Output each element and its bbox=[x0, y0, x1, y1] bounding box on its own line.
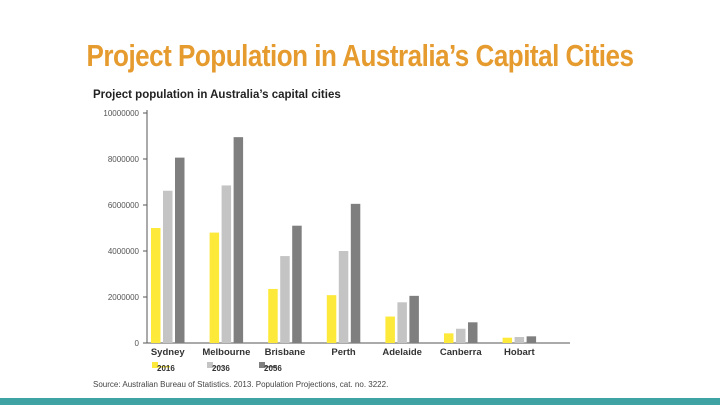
chart-title: Project population in Australia’s capita… bbox=[93, 89, 341, 101]
bar-hobart-2056 bbox=[526, 336, 537, 343]
legend-swatch-line-2056 bbox=[265, 366, 277, 368]
bar-hobart-2016 bbox=[502, 337, 513, 343]
bar-brisbane-2056 bbox=[292, 225, 302, 343]
legend-label-2056: 2056 bbox=[264, 364, 282, 373]
x-category-label: Sydney bbox=[151, 347, 186, 358]
bar-brisbane-2036 bbox=[280, 256, 290, 343]
y-tick-label: 4000000 bbox=[108, 247, 140, 256]
legend-swatch-2036 bbox=[207, 362, 213, 368]
bar-melbourne-2016 bbox=[209, 232, 220, 343]
x-category-label: Adelaide bbox=[382, 347, 422, 358]
legend-label-2016: 2016 bbox=[157, 364, 175, 373]
y-tick-label: 6000000 bbox=[108, 201, 140, 210]
bar-melbourne-2036 bbox=[221, 185, 232, 343]
y-tick-label: 10000000 bbox=[103, 109, 139, 118]
y-tick-label: 2000000 bbox=[108, 293, 140, 302]
bar-sydney-2016 bbox=[151, 228, 161, 343]
slide-title: Project Population in Australia’s Capita… bbox=[86, 38, 634, 73]
legend-swatch-2056 bbox=[259, 362, 265, 368]
bar-adelaide-2016 bbox=[385, 316, 395, 343]
bar-adelaide-2056 bbox=[409, 295, 419, 343]
x-category-label: Perth bbox=[331, 347, 355, 358]
x-category-label: Brisbane bbox=[265, 347, 306, 358]
bar-perth-2016 bbox=[326, 295, 337, 343]
legend-swatch-2016 bbox=[152, 362, 158, 368]
y-tick-label: 0 bbox=[135, 339, 140, 348]
x-category-label: Melbourne bbox=[202, 347, 250, 358]
x-category-label: Hobart bbox=[504, 347, 535, 358]
bar-melbourne-2056 bbox=[233, 137, 244, 343]
legend-swatch-line-2016 bbox=[158, 366, 170, 368]
bar-sydney-2056 bbox=[175, 157, 185, 343]
bar-hobart-2036 bbox=[514, 337, 525, 343]
legend-swatch-line-2036 bbox=[213, 366, 225, 368]
bar-sydney-2036 bbox=[163, 190, 173, 343]
bar-adelaide-2036 bbox=[397, 302, 407, 343]
footer-accent-bar bbox=[0, 398, 720, 405]
legend-label-2036: 2036 bbox=[212, 364, 230, 373]
bar-canberra-2016 bbox=[444, 333, 454, 343]
bar-brisbane-2016 bbox=[268, 288, 278, 343]
x-category-label: Canberra bbox=[440, 347, 482, 358]
bar-canberra-2056 bbox=[468, 322, 478, 343]
bar-perth-2036 bbox=[338, 251, 349, 343]
bar-perth-2056 bbox=[350, 203, 361, 343]
bar-canberra-2036 bbox=[456, 328, 466, 343]
source-note: Source: Australian Bureau of Statistics.… bbox=[93, 380, 388, 389]
y-tick-label: 8000000 bbox=[108, 155, 140, 164]
